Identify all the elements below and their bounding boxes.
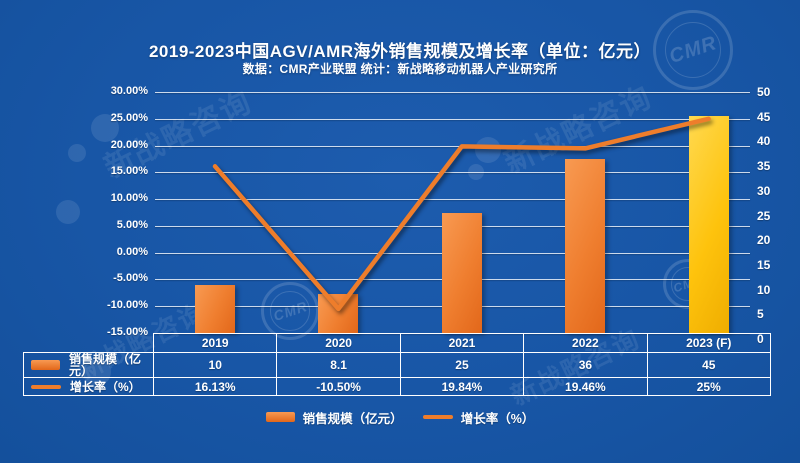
gridline [155,199,750,201]
y-axis-tick-left: -15.00% [107,326,148,338]
table-corner-cell [24,334,154,353]
y-axis-tick-right: 30 [757,183,771,198]
plot-area [155,92,750,334]
y-axis-tick-left: -10.00% [107,299,148,312]
table-cell: 25% [646,377,771,396]
y-axis-tick-left: 15.00% [110,165,148,178]
gridline [155,145,750,147]
y-axis-tick-right: 35 [757,159,771,174]
y-axis-tick-right: 50 [757,85,771,99]
y-axis-tick-right: 25 [757,208,771,223]
gridline [155,118,750,120]
y-axis-tick-left: 0.00% [116,245,148,258]
y-axis-tick-left: 25.00% [110,111,148,124]
series-label: 增长率（%） [70,379,141,394]
bar-2019 [195,284,235,333]
series-label: 销售规模（亿元） [69,352,142,378]
table-cell: 19.46% [523,377,648,396]
table-cell: 8.1 [276,352,401,378]
y-axis-tick-right: 20 [757,233,771,248]
table-year-header: 2019 [152,333,278,353]
line-series-swatch-icon [422,415,453,419]
gridline [155,172,750,174]
table-cell: 16.13% [152,377,278,396]
table-year-header: 2022 [523,333,648,353]
y-axis-tick-right: 15 [757,257,771,272]
gridline [155,92,750,93]
y-axis-tick-right: 10 [757,282,771,297]
table-row: 增长率（%） 16.13% -10.50% 19.84% 19.46% 25% [23,377,771,396]
y-axis-tick-right: 5 [757,307,764,322]
legend-label-growth: 增长率（%） [460,411,535,426]
y-axis-tick-left: -5.00% [113,272,148,285]
table-year-header: 2020 [276,333,401,353]
y-axis-tick-right: 40 [757,134,771,149]
table-cell: 45 [646,352,771,378]
table-year-header: 2021 [399,333,525,353]
bar-2020 [318,293,359,333]
line-series-swatch-icon [31,384,61,389]
table-year-header: 2023 (F) [646,333,771,353]
y-axis-tick-right: 45 [757,109,771,124]
data-table: 2019 2020 2021 2022 2023 (F) 销售规模（亿元） 10 8.1 25 3… [23,333,771,396]
bar-series-swatch-icon [31,360,60,370]
bar-series-swatch-icon [265,412,295,422]
y-axis-tick-left: 5.00% [116,218,148,231]
chart-title: 2019-2023中国AGV/AMR海外销售规模及增长率（单位：亿元） [148,42,652,61]
table-cell: 25 [399,352,525,378]
table-cell: 36 [523,352,648,378]
legend-item-growth: 增长率（%） [422,408,535,427]
bar-2021 [441,212,482,333]
watermark-dots-icon [56,200,80,224]
table-cell: 19.84% [399,377,525,396]
y-axis-tick-left: 10.00% [110,192,148,205]
table-row-label: 销售规模（亿元） [23,352,154,378]
growth-line [212,116,711,312]
legend-item-sales: 销售规模（亿元） [265,408,403,427]
table-row: 销售规模（亿元） 10 8.1 25 36 45 [23,352,771,378]
bar-2022 [565,159,606,333]
legend-label-sales: 销售规模（亿元） [302,411,403,426]
chart-legend: 销售规模（亿元） 增长率（%） [0,407,800,427]
y-axis-tick-left: 30.00% [110,85,148,97]
watermark-dots-icon [68,144,86,162]
chart-subtitle: 数据：CMR产业联盟 统计：新战略移动机器人产业研究所 [242,62,558,76]
table-cell: -10.50% [276,377,401,396]
table-cell: 10 [152,352,278,378]
table-row-label: 增长率（%） [23,377,154,396]
bar-2023 (F) [688,116,729,333]
y-axis-tick-left: 20.00% [110,138,148,151]
